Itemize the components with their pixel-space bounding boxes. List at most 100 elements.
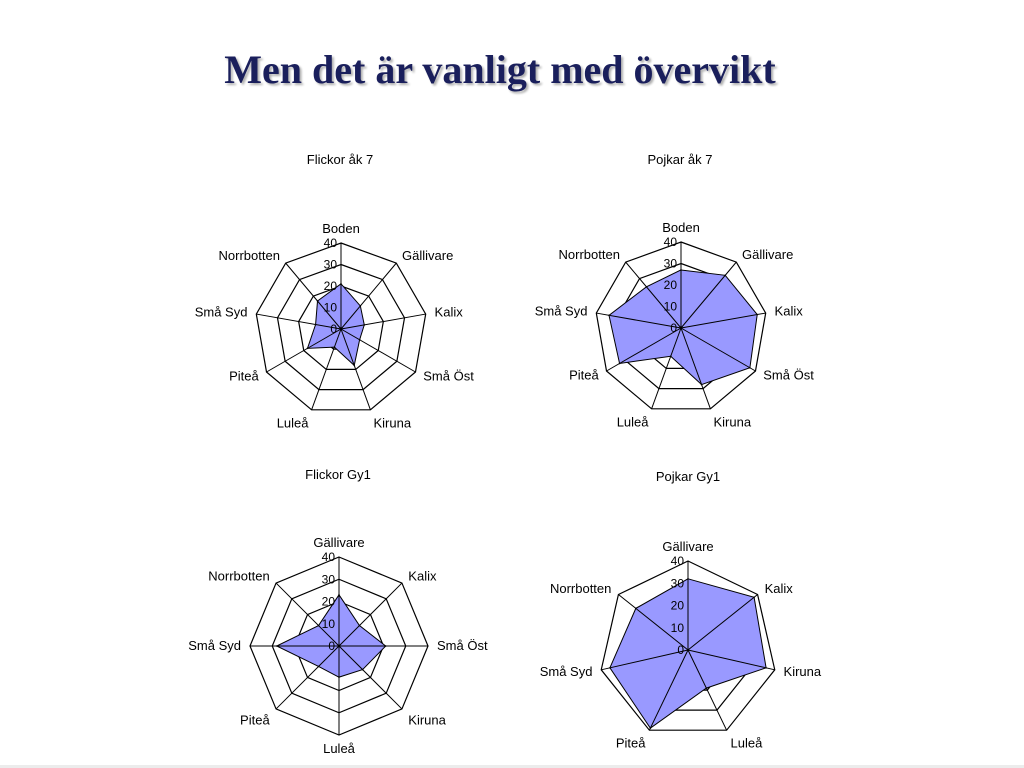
radial-tick-label: 0 [330, 322, 337, 336]
category-label-pitea: Piteå [229, 369, 259, 384]
spoke [680, 327, 756, 372]
category-label-norrbotten: Norrbotten [550, 581, 611, 596]
radial-tick-label: 40 [324, 236, 338, 250]
spoke [680, 327, 711, 409]
category-label-sma-ost: Små Öst [763, 368, 814, 383]
radar-chart-flickor-gy1: Flickor Gy1 0 10 20 30 40 Gällivare Kalix Små Ö… [168, 467, 508, 767]
spoke [338, 582, 403, 647]
category-label-kiruna: Kiruna [408, 712, 446, 727]
category-label-kalix: Kalix [765, 581, 794, 596]
category-label-sma-syd: Små Syd [540, 664, 593, 679]
spoke [285, 262, 342, 330]
radar-chart-flickor-ak7: Flickor åk 7 0 10 20 30 40 Boden Gällivare Kali… [170, 152, 510, 452]
grid-ring [255, 242, 427, 411]
category-label-lulea: Luleå [323, 741, 356, 756]
radial-tick-label: 30 [671, 576, 685, 590]
category-label-gallivare: Gällivare [402, 248, 453, 263]
category-label-gallivare: Gällivare [313, 535, 364, 550]
grid-ring [298, 285, 384, 371]
spoke [687, 649, 775, 671]
grid-ring [600, 560, 776, 731]
spoke [618, 594, 689, 651]
category-label-kalix: Kalix [775, 304, 804, 319]
category-label-sma-syd: Små Syd [535, 304, 588, 319]
data-area [306, 283, 365, 367]
radial-tick-label: 10 [322, 617, 336, 631]
radial-tick-label: 40 [671, 554, 685, 568]
category-label-kiruna: Kiruna [373, 415, 411, 430]
grid-ring [595, 241, 767, 410]
spoke [601, 649, 689, 671]
spoke [340, 313, 426, 330]
category-label-sma-ost: Små Öst [423, 369, 474, 384]
category-label-lulea: Luleå [731, 735, 764, 750]
bottom-rule [0, 765, 1024, 768]
chart-title: Pojkar Gy1 [655, 469, 721, 484]
spoke [338, 645, 403, 710]
radial-tick-label: 10 [324, 301, 338, 315]
spoke [648, 649, 689, 731]
spoke [340, 328, 371, 410]
radial-tick-label: 40 [322, 550, 336, 564]
category-label-lulea: Luleå [617, 414, 650, 429]
category-label-sma-ost: Små Öst [437, 638, 488, 653]
category-label-pitea: Piteå [569, 368, 599, 383]
radial-tick-label: 40 [664, 235, 678, 249]
category-label-gallivare: Gällivare [662, 539, 713, 554]
category-label-lulea: Luleå [277, 415, 310, 430]
spoke [680, 312, 766, 329]
category-label-kalix: Kalix [435, 305, 464, 320]
radar-chart-pojkar-ak7: Pojkar åk 7 0 10 20 30 40 Boden Gällivare Kalix… [510, 152, 850, 452]
radar-chart-pojkar-gy1: Pojkar Gy1 0 10 20 30 40 Gällivare Kalix Kiruna… [518, 467, 858, 767]
radial-tick-label: 0 [670, 321, 677, 335]
category-label-kiruna: Kiruna [713, 414, 751, 429]
spoke [651, 327, 682, 409]
category-label-kiruna: Kiruna [784, 664, 822, 679]
spoke [596, 312, 682, 329]
radial-tick-label: 30 [324, 258, 338, 272]
spoke [256, 313, 342, 330]
radial-tick-label: 10 [671, 621, 685, 635]
spoke [266, 328, 342, 373]
category-label-norrbotten: Norrbotten [559, 247, 620, 262]
category-label-gallivare: Gällivare [742, 247, 793, 262]
category-label-sma-syd: Små Syd [188, 638, 241, 653]
category-label-kalix: Kalix [408, 569, 437, 584]
radial-tick-label: 10 [664, 300, 678, 314]
radial-tick-label: 20 [664, 278, 678, 292]
chart-title: Flickor åk 7 [306, 152, 374, 167]
category-label-norrbotten: Norrbotten [208, 569, 269, 584]
category-label-pitea: Piteå [240, 712, 270, 727]
spoke [625, 261, 682, 329]
spoke [311, 328, 342, 410]
radial-tick-label: 0 [677, 643, 684, 657]
radial-tick-label: 20 [322, 595, 336, 609]
spoke [606, 327, 682, 372]
radial-tick-label: 20 [324, 279, 338, 293]
spoke [687, 649, 728, 731]
chart-title: Pojkar åk 7 [647, 152, 713, 167]
radial-tick-label: 30 [664, 257, 678, 271]
category-label-boden: Boden [662, 220, 700, 235]
radial-tick-label: 0 [328, 639, 335, 653]
spoke [340, 328, 416, 373]
radial-tick-label: 20 [671, 599, 685, 613]
data-area [609, 578, 767, 729]
spoke [687, 594, 758, 651]
category-label-boden: Boden [322, 221, 360, 236]
spoke [680, 261, 737, 329]
slide-title: Men det är vanligt med övervikt [224, 47, 776, 92]
radial-tick-label: 30 [322, 572, 336, 586]
spoke [340, 262, 397, 330]
grid-ring [276, 263, 406, 391]
chart-title: Flickor Gy1 [305, 467, 371, 482]
category-label-sma-syd: Små Syd [195, 305, 248, 320]
spoke [275, 582, 340, 647]
spoke [275, 645, 340, 710]
category-label-pitea: Piteå [616, 735, 646, 750]
category-label-norrbotten: Norrbotten [219, 248, 280, 263]
